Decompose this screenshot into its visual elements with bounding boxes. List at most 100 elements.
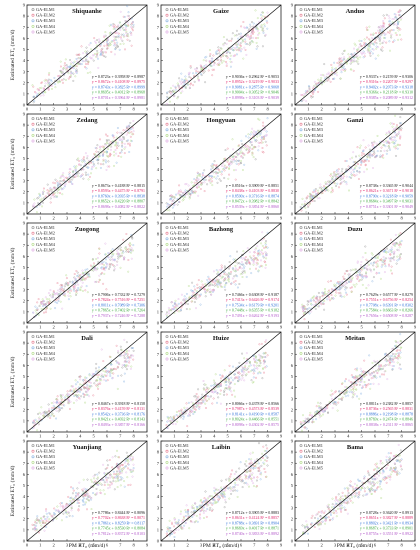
data-point [344,60,346,63]
data-point [338,172,341,175]
x-tick-label: 9 [414,434,417,439]
data-point [385,141,388,144]
fit-equation: y = 0.8790x + 0.3218 R² = 0.9059 [360,194,413,198]
data-point [47,88,50,91]
data-point [377,31,380,34]
data-point [204,81,207,84]
data-point [43,79,46,82]
data-point [125,24,128,27]
data-point [225,42,228,45]
data-point [376,134,379,137]
data-point [181,199,184,202]
data-point [65,274,68,277]
data-point [364,163,367,166]
data-point [263,25,266,28]
legend-marker [31,19,35,23]
data-point [264,17,267,20]
data-point [70,289,73,292]
y-tick-label: 9 [157,112,160,117]
data-point [237,159,240,162]
x-tick-label: 8 [267,216,270,221]
x-tick-label: 7 [253,107,256,112]
data-point [260,17,263,20]
data-point [388,23,391,26]
data-point [56,282,59,285]
data-point [265,133,268,136]
data-point [343,70,346,72]
data-point [42,201,44,204]
y-tick-label: 7 [23,243,26,248]
legend-marker [165,139,169,143]
data-point [371,42,374,45]
data-point [93,37,96,40]
data-point [375,32,377,35]
data-point [225,60,227,63]
fit-equation: y = 0.8516x + 0.3909 R² = 0.8851 [226,184,279,188]
fit-equation: y = 0.8743x + 0.3825 R² = 0.8999 [92,85,145,89]
data-point [210,170,213,173]
data-point [217,46,220,49]
legend-label: GA-ELM1 [36,116,55,121]
y-tick-label: 8 [157,232,160,237]
series-points [32,120,135,208]
data-point [335,67,338,70]
scatter-panel: 0 1 2 3 4 5 6 7 8 90123456789DuzuGA-ELM1GA-ELM2GA… [291,221,417,330]
data-point [97,158,99,161]
data-point [400,17,403,20]
data-point [252,25,255,28]
data-point [359,144,362,147]
data-point [209,53,212,56]
data-point [397,20,400,23]
data-point [349,62,352,65]
data-point [253,130,255,133]
data-point [388,141,391,144]
y-tick-label: 4 [157,276,160,281]
data-point [239,48,241,51]
data-point [49,187,52,190]
data-point [363,44,366,47]
data-point [48,82,51,85]
data-point [398,13,401,16]
data-point [128,248,131,251]
data-point [127,35,130,38]
data-point [308,87,311,90]
legend-label: GA-ELM2 [36,340,55,345]
data-point [86,273,89,276]
data-point [57,75,60,78]
data-point [67,176,70,179]
data-point [333,173,336,176]
data-point [222,43,225,46]
data-point [377,29,379,32]
y-tick-label: 3 [157,396,160,401]
data-point [348,176,351,179]
data-point [72,67,75,70]
data-point [129,121,132,124]
data-point [391,21,394,24]
data-point [314,89,316,92]
data-point [71,170,74,173]
data-point [69,280,71,283]
data-point [243,144,246,147]
x-tick-label: 8 [133,216,136,221]
data-point [320,81,323,84]
data-point [129,139,132,142]
panel-title: Zedang [77,117,99,124]
data-point [382,14,385,17]
data-point [186,79,189,82]
data-point [239,146,242,149]
data-point [243,26,246,29]
data-point [345,181,348,184]
y-tick-label: 5 [291,265,294,270]
y-tick-label: 7 [291,134,294,139]
data-point [230,37,233,40]
data-point [375,47,378,50]
data-point [221,61,223,64]
y-tick-label: 6 [291,363,294,368]
data-point [75,165,78,168]
y-tick-label: 3 [291,287,294,292]
data-point [225,166,228,169]
